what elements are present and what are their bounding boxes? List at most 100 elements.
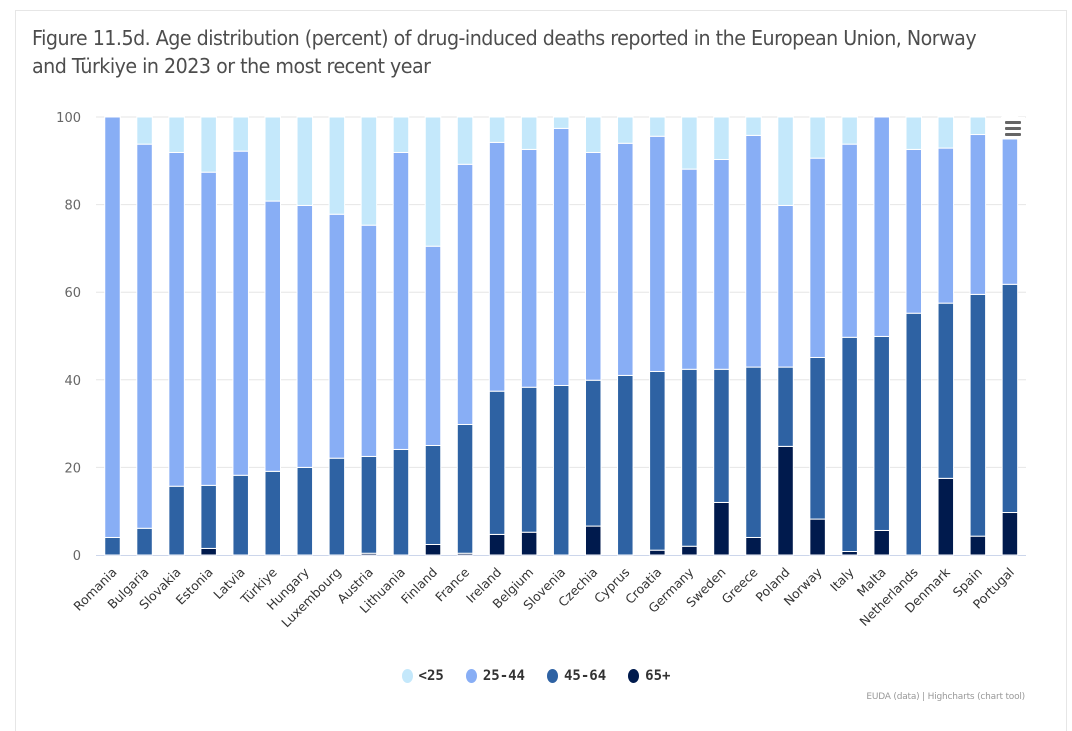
bar-stack-ireland[interactable]: [488, 116, 506, 556]
bar-segment[interactable]: [104, 116, 121, 538]
bar-segment[interactable]: [681, 368, 698, 547]
bar-segment[interactable]: [136, 527, 153, 556]
bar-segment[interactable]: [969, 293, 987, 537]
bar-stack-netherlands[interactable]: [905, 116, 922, 556]
bar-segment[interactable]: [1001, 283, 1019, 514]
bar-stack-hungary[interactable]: [296, 116, 314, 556]
bar-segment[interactable]: [969, 134, 987, 295]
bar-segment[interactable]: [200, 116, 217, 173]
bar-segment[interactable]: [585, 379, 602, 527]
bar-segment[interactable]: [873, 529, 890, 556]
bar-stack-finland[interactable]: [424, 116, 442, 556]
bar-segment[interactable]: [424, 245, 442, 446]
bar-stack-belgium[interactable]: [520, 116, 538, 556]
bar-segment[interactable]: [200, 484, 217, 549]
bar-segment[interactable]: [905, 312, 922, 556]
bar-segment[interactable]: [296, 466, 314, 556]
bar-segment[interactable]: [649, 549, 666, 556]
bar-segment[interactable]: [328, 457, 346, 556]
bar-segment[interactable]: [456, 163, 474, 425]
bar-stack-lithuania[interactable]: [392, 116, 410, 556]
bar-segment[interactable]: [745, 366, 762, 538]
bar-segment[interactable]: [713, 116, 730, 160]
bar-segment[interactable]: [777, 366, 794, 447]
bar-stack-czechia[interactable]: [585, 116, 602, 556]
bar-segment[interactable]: [873, 116, 890, 337]
bar-stack-slovenia[interactable]: [552, 116, 570, 556]
bar-stack-bulgaria[interactable]: [136, 116, 153, 556]
bar-segment[interactable]: [328, 213, 346, 459]
bar-segment[interactable]: [809, 356, 826, 520]
bar-segment[interactable]: [520, 531, 538, 556]
chart-credits[interactable]: EUDA (data) | Highcharts (chart tool): [866, 692, 1025, 702]
bar-segment[interactable]: [649, 135, 666, 372]
bar-segment[interactable]: [809, 518, 826, 556]
bar-stack-romania[interactable]: [104, 116, 121, 556]
bar-segment[interactable]: [136, 116, 153, 145]
bar-segment[interactable]: [713, 158, 730, 370]
bar-segment[interactable]: [424, 116, 442, 247]
bar-segment[interactable]: [200, 547, 217, 556]
bar-segment[interactable]: [841, 116, 858, 145]
legend-item-45-64[interactable]: 45-64: [547, 668, 606, 684]
bar-segment[interactable]: [649, 370, 666, 551]
bar-segment[interactable]: [264, 116, 281, 202]
bar-segment[interactable]: [424, 445, 442, 545]
bar-stack-sweden[interactable]: [713, 116, 730, 556]
bar-segment[interactable]: [777, 445, 794, 556]
bar-segment[interactable]: [392, 448, 410, 556]
bar-segment[interactable]: [456, 116, 474, 165]
chart-menu-button[interactable]: [1001, 117, 1025, 139]
bar-stack-malta[interactable]: [873, 116, 890, 556]
bar-segment[interactable]: [905, 148, 922, 314]
bar-segment[interactable]: [969, 116, 987, 136]
bar-segment[interactable]: [232, 116, 249, 152]
bar-segment[interactable]: [520, 386, 538, 533]
bar-segment[interactable]: [328, 116, 346, 215]
bar-segment[interactable]: [745, 116, 762, 136]
bar-segment[interactable]: [360, 224, 378, 457]
bar-stack-türkiye[interactable]: [264, 116, 281, 556]
bar-segment[interactable]: [873, 335, 890, 531]
bar-segment[interactable]: [552, 116, 570, 129]
bar-segment[interactable]: [168, 151, 185, 487]
bar-segment[interactable]: [585, 525, 602, 556]
bar-segment[interactable]: [649, 116, 666, 137]
bar-segment[interactable]: [617, 116, 634, 144]
bar-stack-poland[interactable]: [777, 116, 794, 556]
bar-segment[interactable]: [232, 150, 249, 476]
bar-segment[interactable]: [617, 374, 634, 556]
bar-segment[interactable]: [809, 157, 826, 358]
bar-segment[interactable]: [841, 336, 858, 552]
bar-stack-estonia[interactable]: [200, 116, 217, 556]
bar-segment[interactable]: [296, 204, 314, 468]
bar-stack-denmark[interactable]: [937, 116, 955, 556]
bar-segment[interactable]: [841, 143, 858, 338]
bar-stack-portugal[interactable]: [1001, 116, 1019, 556]
bar-segment[interactable]: [392, 116, 410, 153]
bar-segment[interactable]: [905, 116, 922, 150]
bar-segment[interactable]: [777, 116, 794, 206]
bar-segment[interactable]: [424, 543, 442, 556]
bar-segment[interactable]: [200, 171, 217, 486]
bar-segment[interactable]: [488, 390, 506, 535]
bar-segment[interactable]: [488, 141, 506, 392]
bar-segment[interactable]: [617, 142, 634, 376]
bar-segment[interactable]: [264, 200, 281, 472]
bar-segment[interactable]: [360, 455, 378, 554]
bar-segment[interactable]: [937, 302, 955, 479]
bar-segment[interactable]: [168, 116, 185, 153]
bar-segment[interactable]: [841, 550, 858, 556]
bar-segment[interactable]: [681, 116, 698, 170]
legend-item-65-plus[interactable]: 65+: [628, 668, 670, 684]
bar-stack-france[interactable]: [456, 116, 474, 556]
bar-stack-croatia[interactable]: [649, 116, 666, 556]
bar-stack-cyprus[interactable]: [617, 116, 634, 556]
bar-segment[interactable]: [104, 536, 121, 556]
bar-stack-latvia[interactable]: [232, 116, 249, 556]
bar-segment[interactable]: [745, 536, 762, 556]
bar-segment[interactable]: [681, 168, 698, 370]
bar-segment[interactable]: [488, 116, 506, 143]
bar-segment[interactable]: [937, 116, 955, 149]
bar-stack-luxembourg[interactable]: [328, 116, 346, 556]
